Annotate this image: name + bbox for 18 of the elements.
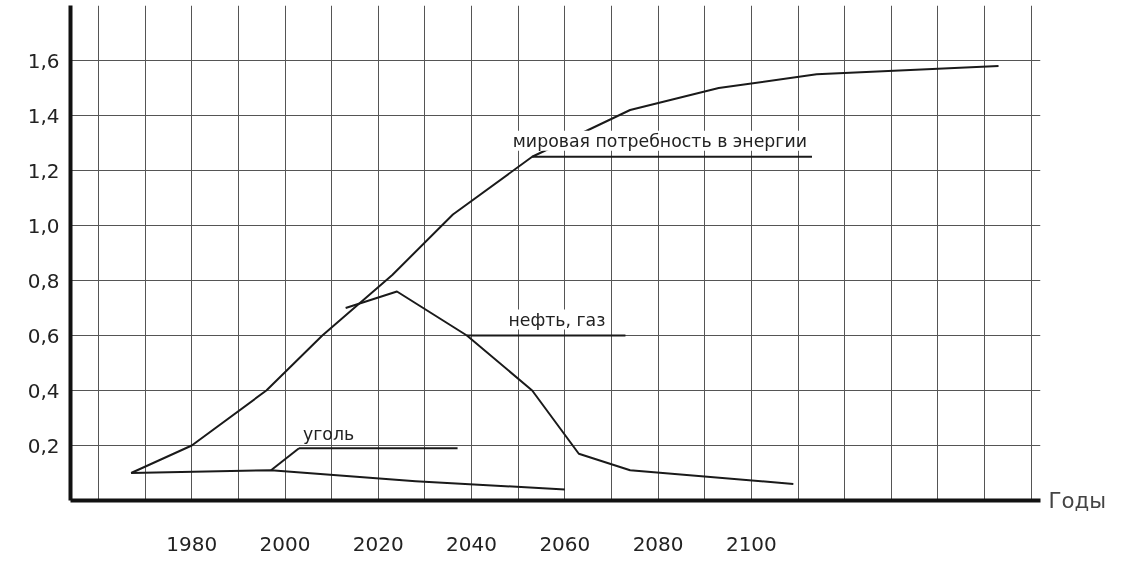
y-tick-label: 1,2	[27, 158, 60, 183]
x-tick-label: 1980	[166, 531, 218, 556]
x-tick-label: 2080	[632, 531, 684, 556]
annotation: нефть, газ	[508, 309, 606, 330]
x-tick-label: 2020	[352, 531, 404, 556]
x-tick-label: 2100	[725, 531, 777, 556]
y-tick-label: 0,6	[27, 323, 60, 348]
y-tick-label: 1,4	[27, 103, 60, 128]
x-tick-label: 2060	[539, 531, 591, 556]
y-tick-label: 0,2	[27, 433, 60, 458]
y-tick-label: 1,6	[27, 48, 60, 73]
x-axis-title: Годы	[1048, 487, 1107, 513]
annotation: мировая потребность в энергии	[512, 130, 807, 151]
y-tick-label: 1,0	[27, 213, 60, 238]
y-tick-label: 0,8	[27, 268, 60, 293]
x-tick-label: 2040	[446, 531, 498, 556]
x-tick-label: 2000	[259, 531, 311, 556]
y-tick-label: 0,4	[27, 378, 60, 403]
